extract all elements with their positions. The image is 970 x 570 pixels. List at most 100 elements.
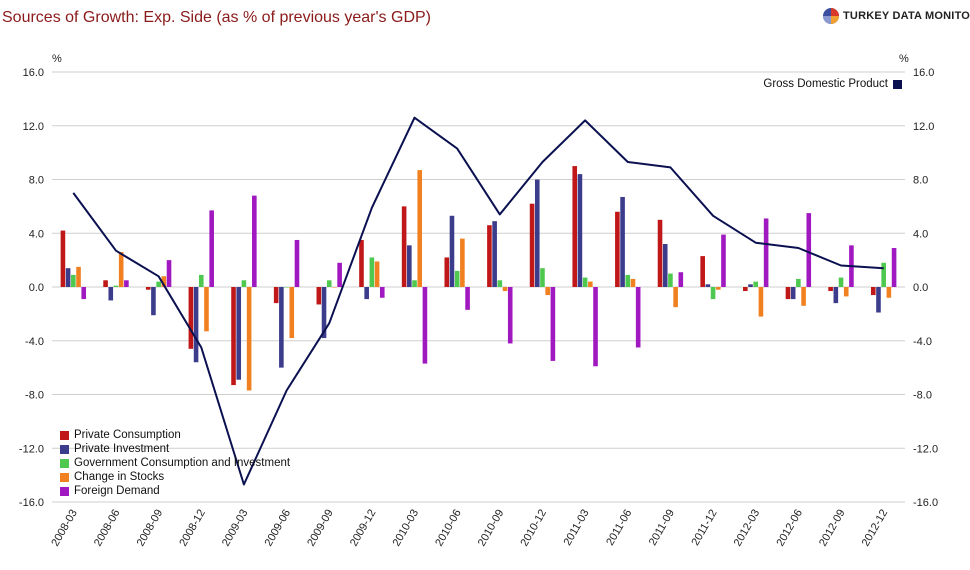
y-tick-right: -8.0 xyxy=(913,390,932,402)
bar xyxy=(635,287,641,348)
bar xyxy=(374,261,380,287)
y-tick-right: 4.0 xyxy=(913,228,928,240)
bar xyxy=(630,278,636,287)
bar xyxy=(412,280,417,287)
bar xyxy=(81,287,87,300)
bar xyxy=(231,287,236,386)
legend: Private Consumption Private Investment G… xyxy=(60,428,290,498)
bar xyxy=(321,287,327,339)
bar xyxy=(876,287,881,313)
bar xyxy=(188,287,194,349)
bar xyxy=(758,287,764,317)
bar xyxy=(588,281,593,287)
y-tick-left: 4.0 xyxy=(29,228,44,240)
bar xyxy=(763,218,769,287)
bar xyxy=(65,268,71,287)
y-tick-left: -12.0 xyxy=(19,443,44,455)
bar xyxy=(550,287,556,361)
brand-name: TURKEY DATA MONITOR xyxy=(843,10,970,22)
bar xyxy=(743,287,748,292)
x-tick-label: 2011-09 xyxy=(647,508,677,548)
bar xyxy=(833,287,839,304)
bar xyxy=(103,280,108,287)
bar xyxy=(785,287,791,300)
bar xyxy=(593,287,598,367)
bar xyxy=(870,287,876,296)
legend-gdp-swatch xyxy=(893,79,902,89)
legend-swatch xyxy=(60,430,69,440)
bar xyxy=(166,260,172,287)
bar xyxy=(886,287,892,298)
bar xyxy=(294,239,300,287)
bar xyxy=(449,215,455,287)
bar xyxy=(721,234,726,287)
x-tick-label: 2009-09 xyxy=(305,508,336,549)
bar xyxy=(198,274,204,287)
legend-label: Foreign Demand xyxy=(74,485,160,497)
y-tick-left: -8.0 xyxy=(25,390,44,402)
bar xyxy=(507,287,513,344)
bar xyxy=(492,221,497,287)
bar xyxy=(678,272,684,287)
y-tick-left: 16.0 xyxy=(23,67,44,79)
bar xyxy=(273,287,279,304)
bar xyxy=(806,213,812,287)
bar xyxy=(545,287,550,296)
x-tick-label: 2011-06 xyxy=(604,508,634,548)
bar xyxy=(156,281,161,287)
legend-item-private-investment: Private Investment xyxy=(60,442,290,456)
y-tick-left: 8.0 xyxy=(29,175,44,187)
chart-title: Sources of Growth: Exp. Side (as % of pr… xyxy=(2,9,431,26)
bar xyxy=(161,276,167,287)
bar xyxy=(625,274,631,287)
bar xyxy=(326,280,332,287)
legend-label: Change in Stocks xyxy=(74,471,165,483)
bar xyxy=(796,278,801,287)
bar xyxy=(657,219,663,287)
bar xyxy=(465,287,470,310)
legend-label: Private Consumption xyxy=(74,429,181,441)
x-tick-label: 2012-03 xyxy=(732,508,763,549)
bar xyxy=(108,287,114,301)
y-tick-left: 0.0 xyxy=(29,282,44,294)
bar xyxy=(540,268,545,287)
y-tick-right: -16.0 xyxy=(913,497,938,509)
bar xyxy=(700,256,705,287)
y-tick-right: -12.0 xyxy=(913,443,938,455)
bar xyxy=(529,203,535,287)
y-unit-left: % xyxy=(52,53,62,65)
bar xyxy=(364,287,369,300)
legend-item-foreign-demand: Foreign Demand xyxy=(60,484,290,498)
legend-swatch xyxy=(60,486,69,496)
x-tick-label: 2012-09 xyxy=(817,508,848,549)
bar xyxy=(502,287,508,292)
legend-item-government: Government Consumption and Investment xyxy=(60,456,290,470)
bar xyxy=(236,287,242,380)
bar xyxy=(444,257,450,287)
legend-gdp: Gross Domestic Product xyxy=(763,78,902,90)
bar xyxy=(204,287,209,332)
bar xyxy=(662,244,668,287)
bar xyxy=(673,287,678,308)
brand-logo: TURKEY DATA MONITOR xyxy=(822,6,970,26)
bar xyxy=(801,287,806,306)
x-tick-label: 2010-12 xyxy=(518,508,549,549)
x-tick-label: 2010-06 xyxy=(433,508,464,549)
y-tick-left: -16.0 xyxy=(19,497,44,509)
x-tick-label: 2011-12 xyxy=(689,508,719,548)
legend-swatch xyxy=(60,458,69,468)
bar xyxy=(316,287,322,305)
x-tick-label: 2010-09 xyxy=(476,508,507,549)
gdp-line xyxy=(72,116,884,486)
legend-swatch xyxy=(60,444,69,454)
y-tick-right: 8.0 xyxy=(913,175,928,187)
legend-swatch xyxy=(60,472,69,482)
y-tick-right: -4.0 xyxy=(913,336,932,348)
bar xyxy=(401,206,407,287)
bar xyxy=(379,287,385,298)
bar xyxy=(124,280,129,287)
y-tick-left: 12.0 xyxy=(23,121,44,133)
bar xyxy=(193,287,199,363)
bar xyxy=(246,287,252,391)
